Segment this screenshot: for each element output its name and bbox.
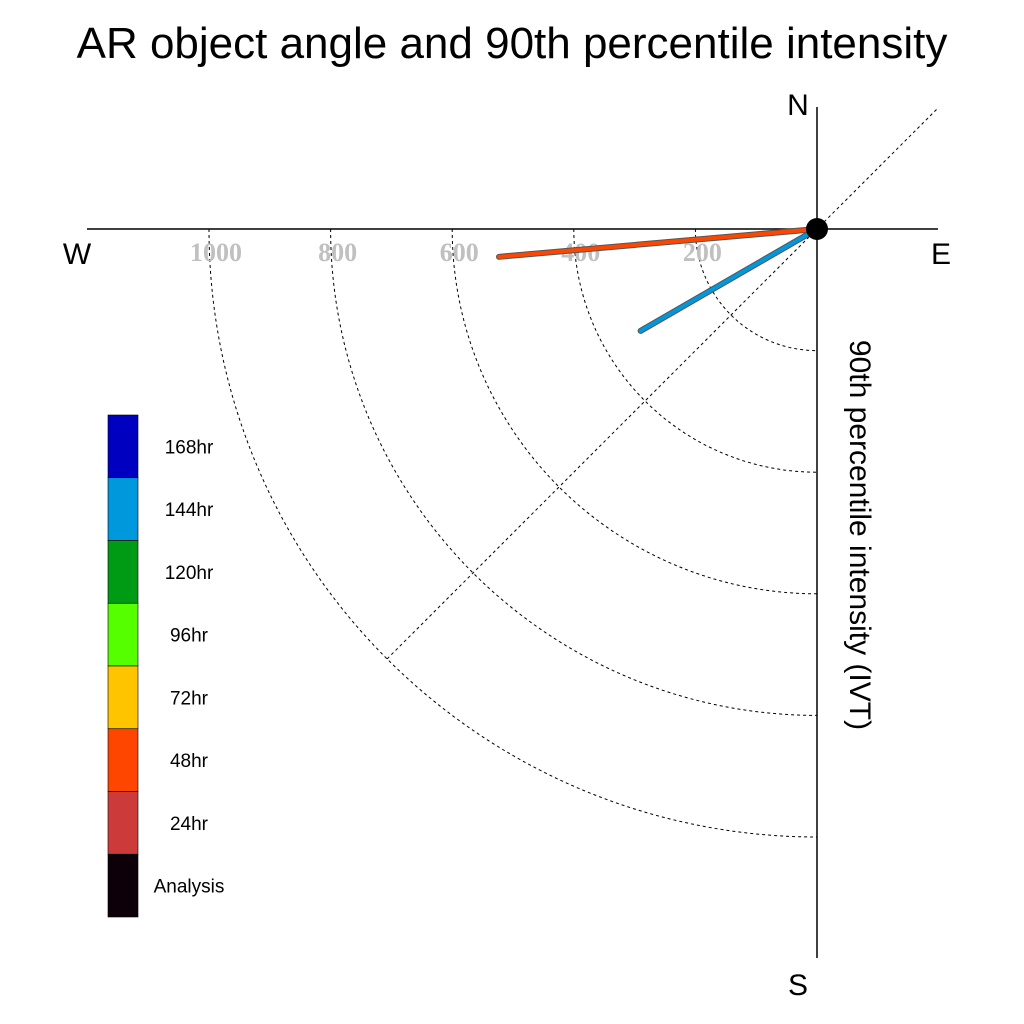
legend-swatch: [107, 728, 139, 792]
series-line-48hr: [497, 227, 819, 259]
legend-label: 168hr: [165, 437, 214, 458]
origin-marker: [806, 218, 828, 240]
legend-label: 48hr: [170, 751, 209, 772]
compass-west: W: [63, 238, 92, 271]
legend-swatch: [107, 665, 139, 730]
series-lines: [496, 226, 820, 334]
legend: 168hr 144hr 120hr 96hr 72hr 48hr 24hr Analysis: [107, 414, 225, 918]
compass-north: N: [787, 89, 809, 122]
legend-label: 96hr: [170, 626, 209, 647]
y-axis-label: 90th percentile intensity (IVT): [843, 340, 876, 730]
chart-title: AR object angle and 90th percentile inte…: [77, 19, 948, 68]
radial-tick-label: 800: [318, 238, 357, 267]
legend-swatch: [107, 791, 139, 855]
grid-arc-1000: [208, 228, 818, 838]
legend-label: Analysis: [154, 877, 225, 898]
radial-tick-label: 1000: [190, 238, 242, 267]
legend-swatch: [107, 602, 139, 667]
legend-label: 120hr: [165, 563, 214, 584]
legend-label: 72hr: [170, 688, 209, 709]
compass-south: S: [788, 969, 808, 1002]
grid-arc-600: [451, 228, 818, 595]
grid-diagonal: [386, 107, 939, 660]
legend-swatch: [107, 477, 139, 541]
radial-tick-label: 600: [440, 238, 479, 267]
series-line-144hr: [638, 227, 819, 333]
grid-arc-800: [330, 228, 818, 716]
legend-label: 144hr: [165, 500, 214, 521]
legend-swatch: [107, 414, 139, 479]
legend-swatch: [107, 540, 139, 604]
grid-arc-200: [694, 228, 818, 352]
compass-east: E: [931, 238, 951, 271]
polar-grid: [208, 107, 939, 838]
legend-label: 24hr: [170, 814, 209, 835]
legend-swatch: [107, 853, 139, 918]
grid-arc-400: [573, 228, 818, 473]
